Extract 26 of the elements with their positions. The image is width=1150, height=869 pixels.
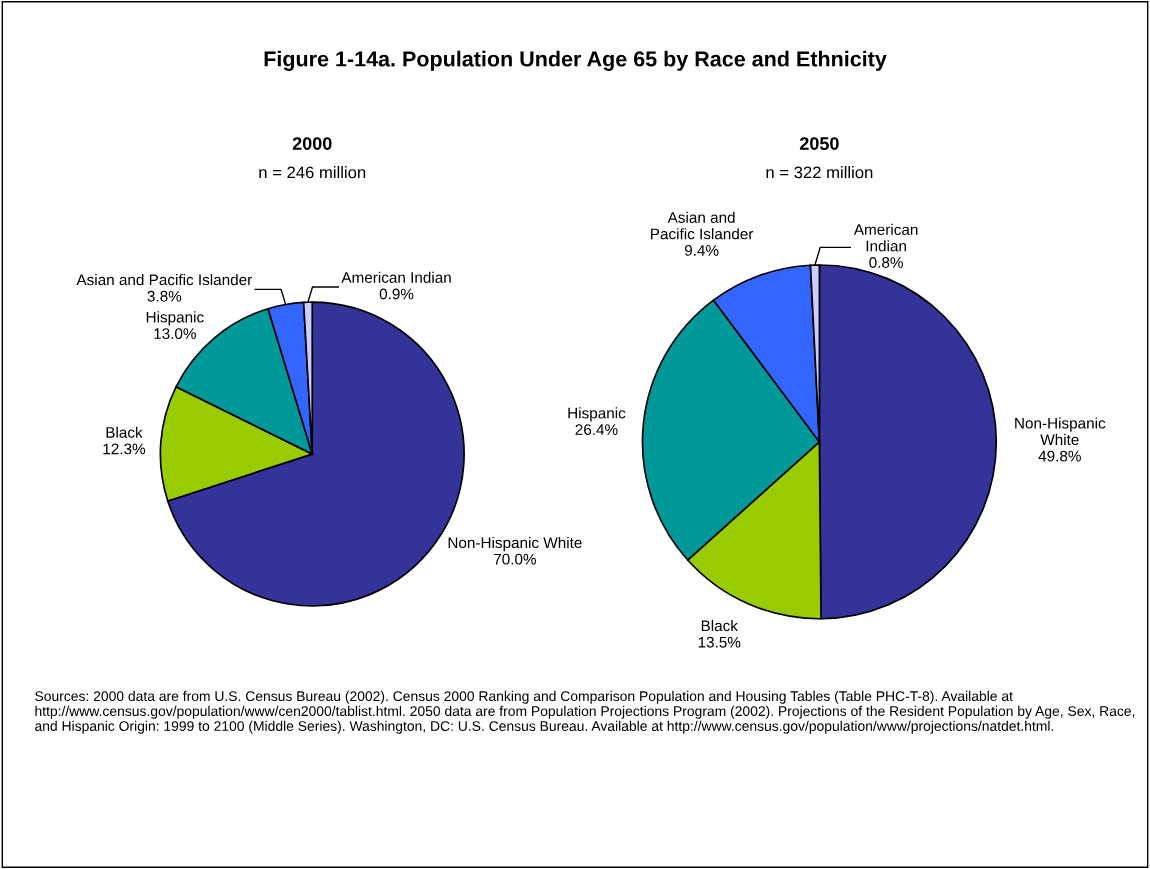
data-label: 12.3% bbox=[103, 443, 146, 455]
chart-title: 2050 bbox=[799, 137, 839, 150]
source-note: Sources: 2000 data are from U.S. Census Bureau (2002). Census 2000 Ranking and Comparison Population and Housing Tables (Table PHC-T-8). Available at http://www.census.gov/population/www/cen2000/tablist.html. 2050 data are from Population Projections Program (2002). Projections of the Resident Population by Age, Sex, Race, and Hispanic Origin: 1999 to 2100 (Middle Series). Washington, DC: U.S. Census Bureau. Available at http://www.census.gov/population/www/projections/natdet.html. bbox=[35, 690, 1135, 734]
caption: Figure 1-14a. Population Under Age 65 by Race and Ethnicity bbox=[264, 50, 887, 71]
data-label: 3.8% bbox=[147, 290, 182, 302]
data-label: 13.5% bbox=[698, 636, 741, 648]
data-label: 70.0% bbox=[494, 553, 536, 565]
slice-label: Black bbox=[701, 619, 738, 632]
data-label: 9.4% bbox=[684, 244, 719, 256]
slice-label: Non-Hispanic White bbox=[448, 536, 582, 552]
slice-label: American Indian bbox=[853, 223, 918, 252]
slice-label: Hispanic bbox=[568, 407, 626, 422]
data-label: 0.9% bbox=[379, 288, 414, 300]
data-label: 0.8% bbox=[869, 257, 903, 268]
chart-subtitle: n = 322 million bbox=[766, 166, 873, 179]
data-label: 49.8% bbox=[1038, 450, 1081, 462]
slice-label: Black bbox=[106, 426, 143, 438]
slice-label: Non-Hispanic White bbox=[1015, 417, 1106, 446]
chart-title: 2000 bbox=[292, 137, 332, 150]
slice-label: Hispanic bbox=[146, 311, 204, 326]
slice-label: American Indian bbox=[341, 271, 451, 283]
data-label: 26.4% bbox=[575, 424, 618, 435]
slice-label: Asian and Pacific Islander bbox=[76, 273, 252, 286]
chart-subtitle: n = 246 million bbox=[259, 166, 366, 179]
data-label: 13.0% bbox=[154, 328, 196, 340]
slice-label: Asian and Pacific Islander bbox=[651, 211, 754, 240]
